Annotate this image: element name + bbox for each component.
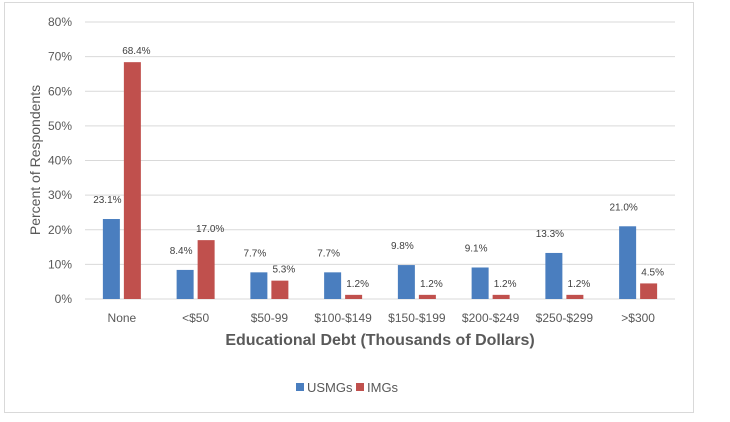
x-tick-label: $150-$199 <box>388 311 446 325</box>
bar-imgs <box>566 294 584 299</box>
legend-label: IMGs <box>367 380 399 395</box>
bar-imgs <box>123 62 141 299</box>
legend-swatch-imgs <box>356 383 364 391</box>
data-label: 68.4% <box>122 46 150 57</box>
data-label: 7.7% <box>317 248 340 259</box>
data-label: 1.2% <box>420 279 443 290</box>
data-label: 8.4% <box>170 246 193 257</box>
y-tick-label: 10% <box>48 257 72 271</box>
data-label: 23.1% <box>93 195 121 206</box>
bar-imgs <box>418 294 436 299</box>
bar-usmgs <box>324 272 342 299</box>
y-tick-label: 0% <box>55 292 73 306</box>
bar-usmgs <box>102 219 120 299</box>
y-tick-label: 30% <box>48 188 72 202</box>
data-label: 1.2% <box>494 279 517 290</box>
data-label: 9.1% <box>465 243 488 254</box>
x-axis-title: Educational Debt (Thousands of Dollars) <box>225 332 534 349</box>
x-tick-label: $100-$149 <box>314 311 372 325</box>
bar-usmgs <box>176 269 194 299</box>
y-tick-label: 40% <box>48 154 72 168</box>
y-tick-label: 50% <box>48 119 72 133</box>
y-tick-label: 80% <box>48 15 72 29</box>
bar-usmgs <box>397 265 415 299</box>
bar-usmgs <box>471 267 489 299</box>
bar-imgs <box>640 283 658 299</box>
data-label: 13.3% <box>536 229 564 240</box>
data-label: 21.0% <box>609 202 637 213</box>
data-label: 17.0% <box>196 224 224 235</box>
legend-label: USMGs <box>307 380 353 395</box>
data-label: 1.2% <box>346 279 369 290</box>
bar-usmgs <box>545 252 563 299</box>
y-axis-title: Percent of Respondents <box>27 85 43 235</box>
y-tick-label: 70% <box>48 50 72 64</box>
bar-imgs <box>197 240 215 299</box>
legend-swatch-usmgs <box>296 383 304 391</box>
bar-imgs <box>492 294 510 299</box>
x-tick-label: $250-$299 <box>536 311 594 325</box>
x-tick-label: None <box>108 311 137 325</box>
y-tick-label: 60% <box>48 84 72 98</box>
data-label: 1.2% <box>567 279 590 290</box>
y-tick-label: 20% <box>48 223 72 237</box>
data-label: 4.5% <box>641 267 664 278</box>
chart-frame <box>4 2 694 413</box>
bar-imgs <box>271 280 289 299</box>
data-label: 5.3% <box>272 265 295 276</box>
legend: USMGs IMGs <box>296 380 399 395</box>
bar-usmgs <box>619 226 637 299</box>
bar-imgs <box>345 294 363 299</box>
data-label: 7.7% <box>243 248 266 259</box>
x-tick-label: <$50 <box>182 311 209 325</box>
x-tick-label: $200-$249 <box>462 311 520 325</box>
bar-usmgs <box>250 272 268 299</box>
x-tick-label: $50-99 <box>251 311 289 325</box>
data-label: 9.8% <box>391 241 414 252</box>
x-tick-label: >$300 <box>621 311 655 325</box>
